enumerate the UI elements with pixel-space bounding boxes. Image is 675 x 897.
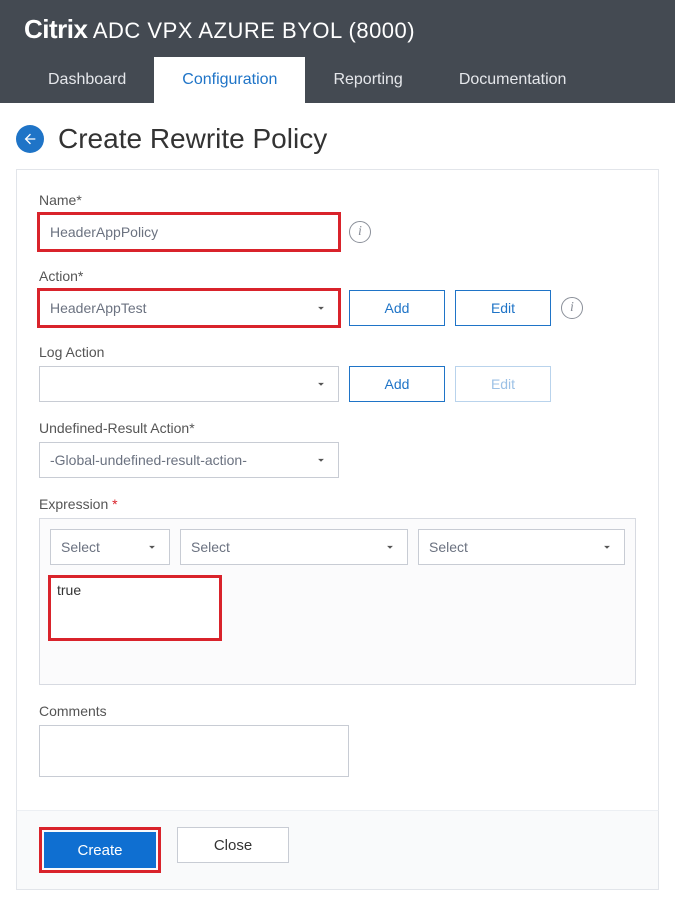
expression-label: Expression: [39, 496, 636, 512]
comments-label: Comments: [39, 703, 636, 719]
chevron-down-icon: [314, 377, 328, 391]
tab-reporting[interactable]: Reporting: [305, 57, 430, 103]
back-button[interactable]: [16, 125, 44, 153]
expr-select-3[interactable]: Select: [418, 529, 625, 565]
undef-select-value: -Global-undefined-result-action-: [50, 452, 247, 468]
brand-name: Citrix: [24, 14, 87, 44]
chevron-down-icon: [145, 540, 159, 554]
page-title: Create Rewrite Policy: [58, 123, 327, 155]
main-tabs: Dashboard Configuration Reporting Docume…: [0, 57, 675, 103]
product-name: ADC VPX AZURE BYOL (8000): [87, 18, 415, 43]
info-icon[interactable]: i: [349, 221, 371, 243]
expr-select-2-value: Select: [191, 539, 230, 555]
form-footer: Create Close: [16, 810, 659, 890]
create-highlight: Create: [39, 827, 161, 873]
action-edit-button[interactable]: Edit: [455, 290, 551, 326]
expr-select-3-value: Select: [429, 539, 468, 555]
arrow-left-icon: [22, 131, 38, 147]
action-select-value: HeaderAppTest: [50, 300, 147, 316]
tab-configuration[interactable]: Configuration: [154, 57, 305, 103]
undef-select[interactable]: -Global-undefined-result-action-: [39, 442, 339, 478]
tab-dashboard[interactable]: Dashboard: [20, 57, 154, 103]
logaction-add-button[interactable]: Add: [349, 366, 445, 402]
expr-select-1[interactable]: Select: [50, 529, 170, 565]
name-label: Name: [39, 192, 636, 208]
close-button[interactable]: Close: [177, 827, 289, 863]
chevron-down-icon: [314, 453, 328, 467]
logaction-edit-button: Edit: [455, 366, 551, 402]
expr-select-1-value: Select: [61, 539, 100, 555]
action-label: Action: [39, 268, 636, 284]
info-icon[interactable]: i: [561, 297, 583, 319]
name-input[interactable]: [39, 214, 339, 250]
logaction-label: Log Action: [39, 344, 636, 360]
chevron-down-icon: [314, 301, 328, 315]
chevron-down-icon: [600, 540, 614, 554]
undef-label: Undefined-Result Action: [39, 420, 636, 436]
action-add-button[interactable]: Add: [349, 290, 445, 326]
expression-textarea[interactable]: true: [50, 577, 220, 639]
create-button[interactable]: Create: [44, 832, 156, 868]
expr-select-2[interactable]: Select: [180, 529, 408, 565]
chevron-down-icon: [383, 540, 397, 554]
tab-documentation[interactable]: Documentation: [431, 57, 595, 103]
logaction-select[interactable]: [39, 366, 339, 402]
app-header: Citrix ADC VPX AZURE BYOL (8000): [0, 0, 675, 57]
action-select[interactable]: HeaderAppTest: [39, 290, 339, 326]
form-panel: Name i Action HeaderAppTest Add Edit i L…: [16, 169, 659, 810]
expression-block: Select Select Select true: [39, 518, 636, 685]
comments-textarea[interactable]: [39, 725, 349, 777]
